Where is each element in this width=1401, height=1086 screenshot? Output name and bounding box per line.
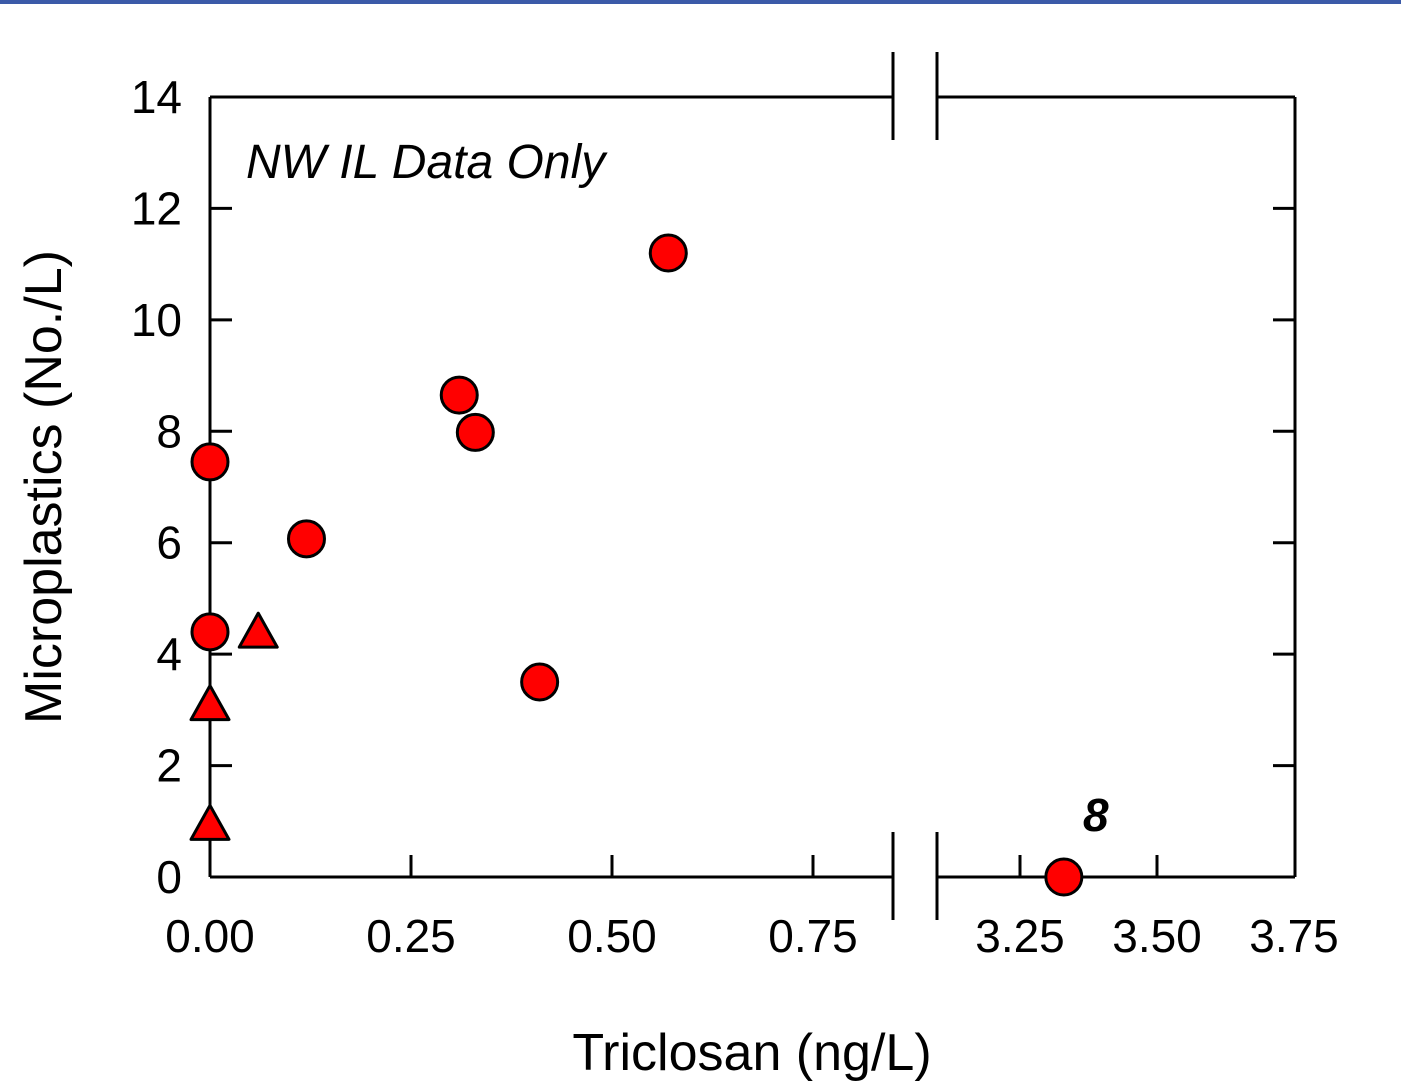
y-tick-label: 10 — [131, 294, 182, 346]
y-tick-label: 4 — [156, 628, 182, 680]
top-border-rule — [0, 0, 1401, 4]
y-tick-label: 0 — [156, 851, 182, 903]
circle-marker — [520, 662, 560, 702]
y-tick-label: 2 — [156, 740, 182, 792]
triangle-marker — [189, 684, 231, 722]
y-axis-label: Microplastics (No./L) — [15, 250, 73, 724]
circle-marker — [648, 233, 688, 273]
circle-marker — [286, 519, 326, 559]
point-annotation-8: 8 — [1083, 789, 1109, 841]
x-tick-label: 3.75 — [1249, 910, 1339, 962]
annotation-nw-il-data-only: NW IL Data Only — [246, 136, 608, 189]
y-tick-label: 8 — [156, 405, 182, 457]
labels-group: Triclosan (ng/L) Microplastics (No./L) N… — [15, 136, 1109, 1082]
x-tick-label: 0.75 — [768, 910, 858, 962]
axes-group — [208, 52, 1297, 920]
x-tick-label: 3.50 — [1112, 910, 1202, 962]
y-tick-label: 12 — [131, 182, 182, 234]
circle-marker — [190, 442, 230, 482]
x-axis-label: Triclosan (ng/L) — [572, 1024, 931, 1082]
y-tick-label: 6 — [156, 517, 182, 569]
x-tick-label: 3.25 — [975, 910, 1065, 962]
triangle-marker — [237, 611, 279, 649]
circle-marker — [190, 612, 230, 652]
y-tick-label: 14 — [131, 71, 182, 123]
triangle-marker — [189, 803, 231, 841]
x-tick-label: 0.50 — [567, 910, 657, 962]
circle-marker — [1044, 857, 1084, 897]
data-points-group — [189, 233, 1084, 897]
circle-marker — [455, 412, 495, 452]
x-tick-label: 0.25 — [366, 910, 456, 962]
x-tick-label: 0.00 — [165, 910, 255, 962]
ticks-group: 0 2 4 6 8 10 12 14 0.00 0.25 0.50 0.75 3.25 3.50 3.75 — [131, 71, 1339, 962]
circle-marker — [439, 375, 479, 415]
